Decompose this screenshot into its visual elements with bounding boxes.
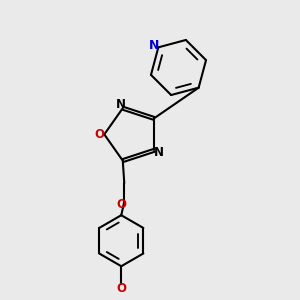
Text: N: N [116,98,126,111]
Text: O: O [116,282,126,295]
Text: N: N [154,146,164,159]
Text: O: O [117,198,127,211]
Text: O: O [95,128,105,141]
Text: N: N [149,39,159,52]
